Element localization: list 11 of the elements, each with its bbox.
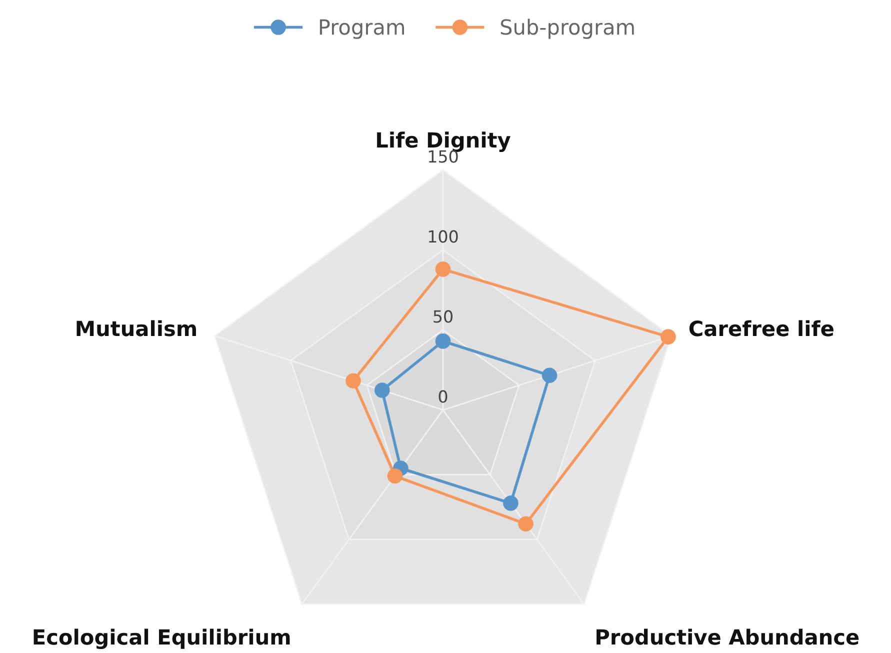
y-tick-label: 150 [428,150,458,163]
spoke-label: Productive Abundance [596,628,859,645]
spoke-label: Ecological Equilibrium [34,628,290,650]
y-tick-label: 100 [428,230,458,243]
spoke-label: Mutualism [76,320,196,336]
spoke-label: Life Dignity [377,132,510,152]
legend-label: Program [320,19,404,39]
spoke-label: Carefree life [689,320,834,336]
legend-label: Sub-program [500,18,634,39]
y-tick-label: 0 [438,390,448,403]
y-tick-label: 50 [434,310,452,323]
